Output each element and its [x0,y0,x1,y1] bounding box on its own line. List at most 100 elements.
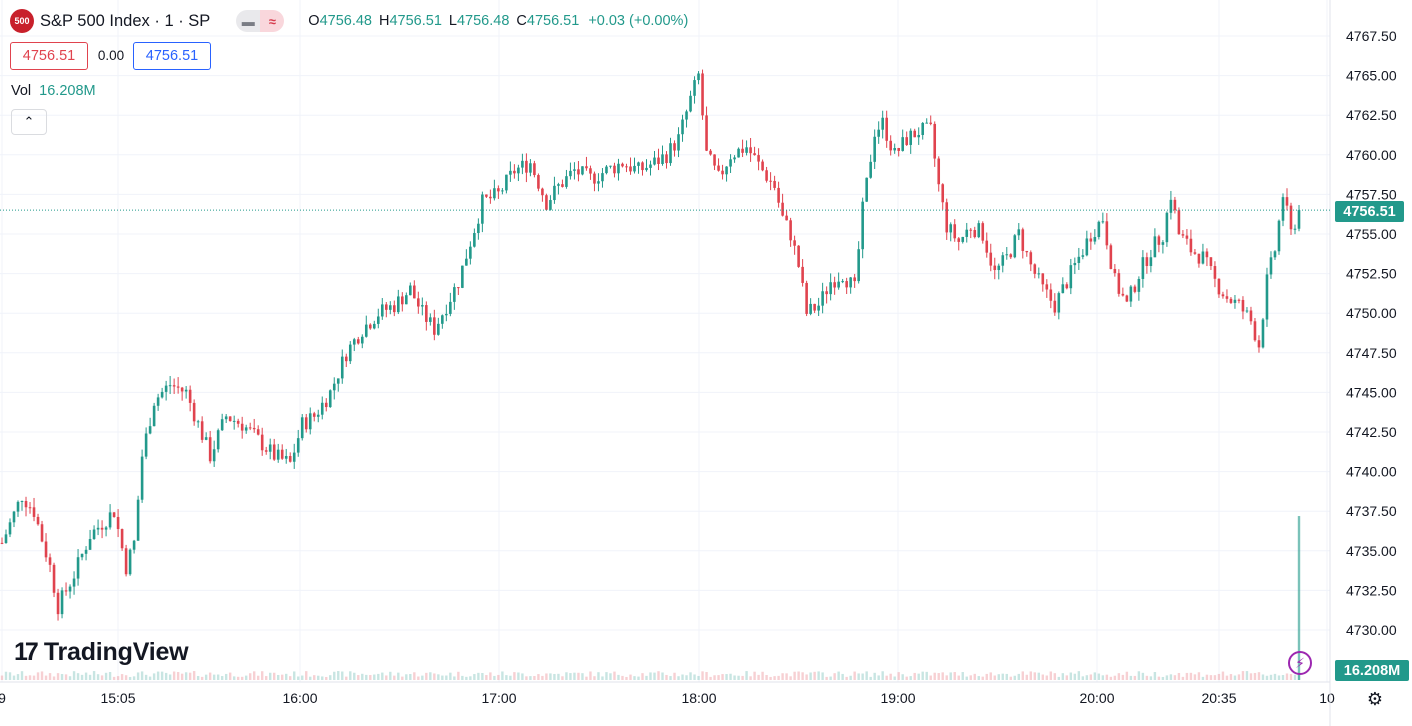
volume-bar [865,671,868,680]
dash-icon[interactable]: ▬ [236,10,261,32]
candle-body [397,296,400,313]
volume-bar [681,674,684,680]
volume-bar [537,674,540,680]
symbol-title[interactable]: S&P 500 Index · 1 · SP [40,11,211,30]
candle-body [521,160,524,168]
volume-bar [985,673,988,680]
y-tick-label: 4762.50 [1346,107,1397,123]
candle-body [344,356,348,362]
candle-body [593,173,596,184]
symbol-badge[interactable]: 500 [10,9,34,33]
candle-body [701,73,704,116]
volume-bar [156,671,160,680]
volume-bar [589,671,592,680]
volume-bar [261,671,264,680]
volume-bar [204,674,208,680]
volume-bar [1253,672,1257,680]
volume-bar [88,674,92,680]
volume-bar [637,676,640,680]
volume-bar [481,673,484,680]
candle-body [989,252,993,266]
candle-body [613,165,616,174]
chevron-up-icon[interactable]: ⌃ [11,109,47,135]
y-tick-label: 4767.50 [1346,28,1397,44]
candle-body [248,427,252,429]
volume-bar [913,672,916,680]
volume-bar [713,675,716,680]
tradingview-logo[interactable]: 17 TradingView [14,638,189,667]
candle-body [1157,236,1161,245]
candle-body [1153,236,1157,258]
volume-bar [1001,673,1004,680]
volume-bar [168,674,172,680]
candle-body [1181,234,1185,236]
candle-body [469,246,472,259]
candle-body [561,184,564,187]
candle-body [1045,284,1049,290]
volume-bar [461,675,464,680]
candle-body [405,295,408,305]
compare-toggle[interactable]: ▬ ≈ [236,10,285,32]
volume-bar [873,672,876,680]
candle-body [1185,235,1189,239]
candle-body [1149,257,1153,267]
gear-icon[interactable]: ⚙ [1366,688,1384,709]
volume-bar [649,672,652,680]
volume-bar [337,671,340,680]
candle-body [20,501,24,503]
candle-body [1201,251,1205,264]
candle-body [833,282,836,288]
candle-body [164,385,168,392]
volume-bar [1005,673,1008,680]
volume-bar [493,675,496,680]
buy-button[interactable]: 4756.51 [133,42,211,70]
candle-body [156,397,160,406]
candle-body [477,223,480,234]
candle-body [324,402,328,408]
candle-body [1265,274,1269,320]
candle-body [52,564,56,593]
volume-bar [501,671,504,680]
volume-bar [921,671,924,680]
candle-body [429,317,432,322]
candle-body [741,148,744,153]
candle-body [1165,212,1169,243]
candle-body [1249,310,1253,322]
candle-body [889,140,892,151]
volume-bar [1049,671,1053,680]
candle-body [785,215,788,221]
candle-body [897,148,900,151]
candle-body [72,578,76,587]
candle-body [108,512,112,528]
volume-bar [289,676,292,680]
volume-bar [457,671,460,680]
lightning-icon[interactable]: ⚡ [1288,651,1312,675]
volume-bar [905,676,908,680]
volume-bar [1089,674,1093,680]
candle-body [1029,252,1033,265]
volume-bar [533,676,536,680]
candle-body [292,452,296,462]
volume-bar [825,676,828,680]
volume-bar [124,675,128,680]
volume-bar [529,676,532,680]
volume-bar [613,671,616,680]
volume-bar [793,671,796,680]
compare-icon[interactable]: ≈ [260,10,285,32]
candle-body [921,122,925,135]
volume-bar [665,674,668,680]
candle-body [985,240,989,253]
volume-bar [1173,675,1177,680]
sell-button[interactable]: 4756.51 [10,42,88,70]
volume-bar [1213,675,1217,680]
candle-body [120,529,124,549]
candle-body [537,175,540,189]
volume-bar [1277,675,1281,680]
volume-bar [76,673,80,680]
volume-bar [381,672,384,680]
candle-body [973,230,977,238]
y-tick-label: 4760.00 [1346,147,1397,163]
candle-body [152,405,156,427]
candle-body [497,188,500,192]
